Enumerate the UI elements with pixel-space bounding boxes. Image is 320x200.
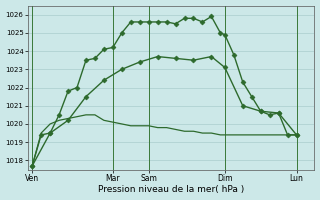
X-axis label: Pression niveau de la mer( hPa ): Pression niveau de la mer( hPa ): [98, 185, 244, 194]
